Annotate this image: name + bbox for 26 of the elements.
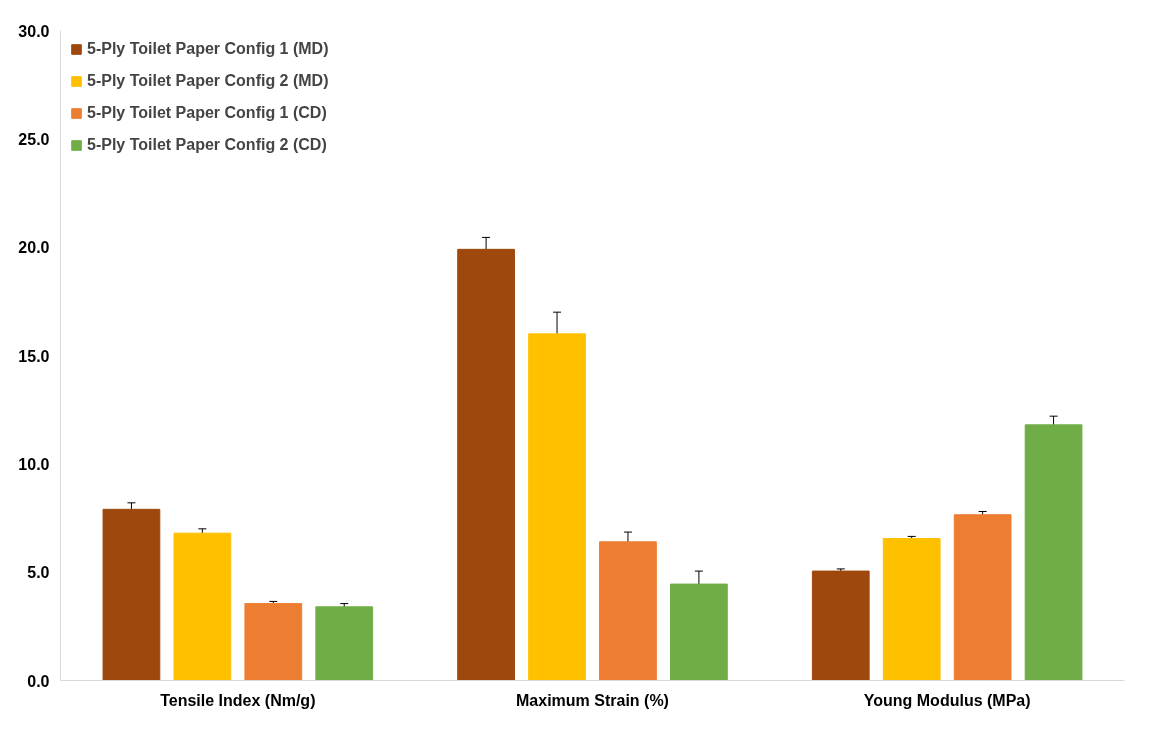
y-tick-label: 5.0 — [27, 564, 50, 582]
bar — [315, 606, 374, 681]
bar — [173, 532, 232, 681]
bar — [1024, 424, 1083, 681]
y-tick-label: 10.0 — [18, 455, 50, 473]
bar — [102, 508, 161, 681]
x-tick-label: Young Modulus (MPa) — [863, 691, 1031, 709]
legend-label: 5-Ply Toilet Paper Config 1 (MD) — [87, 40, 329, 58]
bar — [528, 333, 586, 681]
y-tick-label: 20.0 — [18, 239, 50, 257]
x-tick-label: Maximum Strain (%) — [516, 691, 669, 709]
bar — [811, 570, 870, 681]
bar — [882, 538, 941, 681]
bar — [244, 603, 303, 681]
bar — [953, 514, 1012, 681]
x-tick-label: Tensile Index (Nm/g) — [160, 691, 316, 709]
legend-label: 5-Ply Toilet Paper Config 1 (CD) — [87, 104, 327, 122]
bar — [599, 541, 657, 681]
y-tick-label: 30.0 — [18, 22, 50, 40]
legend-label: 5-Ply Toilet Paper Config 2 (MD) — [87, 72, 329, 90]
y-tick-label: 25.0 — [18, 130, 50, 148]
bar — [457, 248, 515, 681]
legend-label: 5-Ply Toilet Paper Config 2 (CD) — [87, 136, 327, 154]
y-tick-label: 15.0 — [18, 347, 50, 365]
y-tick-label: 0.0 — [27, 672, 50, 690]
bar — [670, 583, 728, 681]
